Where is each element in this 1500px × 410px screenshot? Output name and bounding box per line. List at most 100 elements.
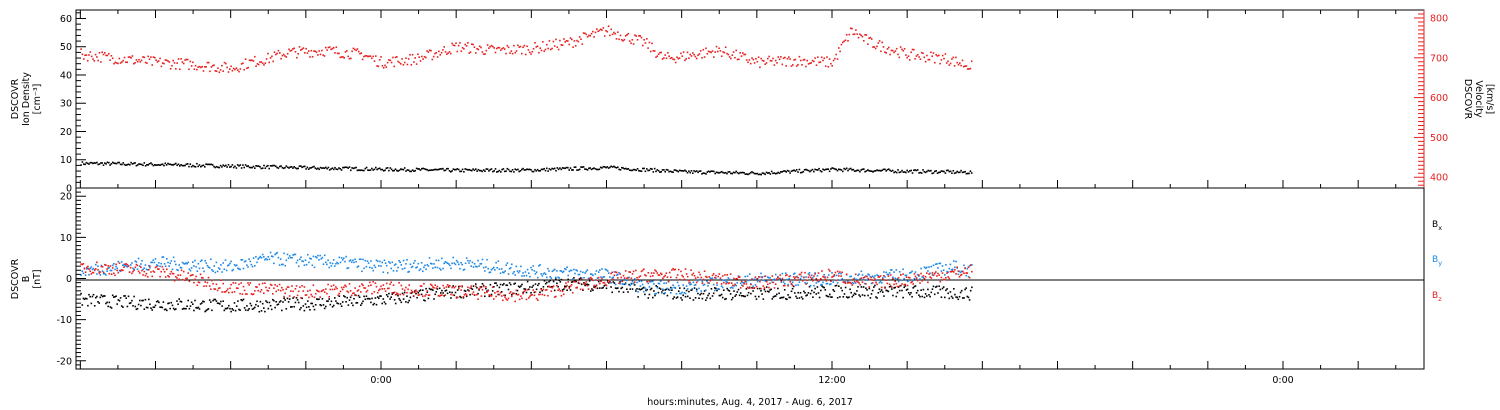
b-point-bx bbox=[730, 298, 733, 301]
b-point-bz bbox=[509, 291, 512, 293]
density-point bbox=[115, 162, 118, 165]
b-point-bz bbox=[317, 290, 319, 292]
b-point-by bbox=[661, 292, 663, 294]
b-point-by bbox=[229, 262, 231, 265]
b-point-bz bbox=[945, 277, 947, 279]
b-point-by bbox=[455, 259, 458, 262]
velocity-point bbox=[744, 53, 747, 56]
b-point-bx bbox=[667, 288, 670, 291]
b-point-bz bbox=[644, 274, 646, 276]
b-point-bx bbox=[167, 302, 169, 305]
b-point-by bbox=[873, 276, 875, 279]
b-point-bx bbox=[774, 295, 777, 297]
b-point-by bbox=[469, 260, 471, 262]
density-point bbox=[221, 166, 223, 168]
velocity-point bbox=[732, 51, 735, 53]
b-point-bz bbox=[795, 276, 797, 278]
b-point-bx bbox=[764, 290, 767, 293]
b-point-bz bbox=[309, 289, 311, 292]
b-point-by bbox=[251, 265, 254, 268]
b-point-bz bbox=[815, 277, 818, 280]
velocity-point bbox=[861, 35, 864, 38]
b-point-bz bbox=[949, 270, 952, 273]
b-point-by bbox=[732, 287, 734, 289]
b-point-by bbox=[270, 255, 273, 257]
b-point-bx bbox=[833, 290, 836, 292]
b-point-bz bbox=[947, 276, 949, 278]
b-point-bx bbox=[340, 305, 343, 307]
velocity-point bbox=[571, 38, 573, 41]
density-point bbox=[797, 171, 799, 173]
density-point bbox=[763, 172, 765, 175]
velocity-point bbox=[284, 55, 286, 57]
b-point-bx bbox=[877, 292, 880, 294]
b-point-bx bbox=[541, 289, 544, 292]
density-point bbox=[672, 171, 674, 173]
velocity-point bbox=[901, 48, 903, 51]
b-point-bz bbox=[453, 286, 456, 289]
velocity-point bbox=[621, 39, 623, 41]
density-point bbox=[417, 168, 419, 170]
density-point bbox=[828, 170, 831, 173]
b-point-by bbox=[249, 260, 252, 263]
density-point bbox=[960, 169, 962, 172]
b-point-bz bbox=[806, 279, 808, 282]
b-point-bx bbox=[640, 288, 643, 290]
density-point bbox=[368, 169, 370, 172]
b-point-by bbox=[898, 271, 901, 273]
b-point-bz bbox=[699, 273, 701, 276]
b-point-bx bbox=[311, 302, 314, 305]
b-point-bz bbox=[495, 295, 497, 298]
b-point-bx bbox=[456, 289, 459, 291]
b-point-bz bbox=[224, 291, 227, 293]
density-point bbox=[500, 171, 502, 173]
b-point-by bbox=[221, 271, 223, 273]
velocity-point bbox=[330, 48, 332, 51]
density-point bbox=[180, 164, 182, 166]
b-point-by bbox=[557, 276, 559, 279]
velocity-point bbox=[173, 62, 176, 64]
b-point-by bbox=[294, 253, 297, 256]
b-point-bz bbox=[499, 291, 502, 294]
velocity-point bbox=[602, 27, 605, 29]
density-point bbox=[492, 170, 494, 173]
b-point-bz bbox=[458, 287, 460, 290]
b-point-bx bbox=[657, 291, 660, 294]
density-point bbox=[719, 171, 722, 174]
b-point-by bbox=[323, 254, 326, 257]
velocity-point bbox=[939, 62, 941, 65]
velocity-point bbox=[521, 52, 523, 55]
b-point-by bbox=[313, 266, 316, 269]
b-point-bz bbox=[717, 275, 719, 278]
b-point-bz bbox=[235, 287, 238, 289]
b-point-bz bbox=[129, 266, 132, 269]
b-point-bz bbox=[698, 271, 700, 274]
b-point-by bbox=[504, 270, 506, 272]
density-point bbox=[902, 171, 905, 173]
b-point-bz bbox=[785, 274, 787, 277]
density-point bbox=[109, 164, 111, 166]
b-point-bx bbox=[959, 291, 962, 294]
velocity-point bbox=[372, 55, 374, 58]
velocity-point bbox=[619, 34, 622, 37]
b-point-bx bbox=[916, 289, 919, 292]
velocity-point bbox=[260, 61, 263, 63]
b-point-bx bbox=[796, 297, 798, 299]
b-point-bz bbox=[264, 282, 266, 284]
b-point-bx bbox=[312, 305, 315, 308]
b-point-by bbox=[639, 285, 642, 287]
b-point-bx bbox=[464, 290, 467, 292]
x-axis-title: hours:minutes, Aug. 4, 2017 - Aug. 6, 20… bbox=[647, 397, 853, 408]
b-point-bx bbox=[334, 297, 336, 299]
velocity-point bbox=[692, 52, 694, 54]
b-point-by bbox=[146, 269, 149, 271]
b-point-bx bbox=[304, 303, 307, 305]
b-point-by bbox=[354, 258, 356, 261]
b-point-bx bbox=[369, 298, 371, 300]
density-point bbox=[803, 169, 806, 171]
b-point-by bbox=[154, 258, 157, 260]
density-point bbox=[957, 171, 960, 174]
b-point-by bbox=[344, 260, 346, 263]
density-point bbox=[588, 167, 590, 170]
b-point-by bbox=[942, 269, 945, 271]
